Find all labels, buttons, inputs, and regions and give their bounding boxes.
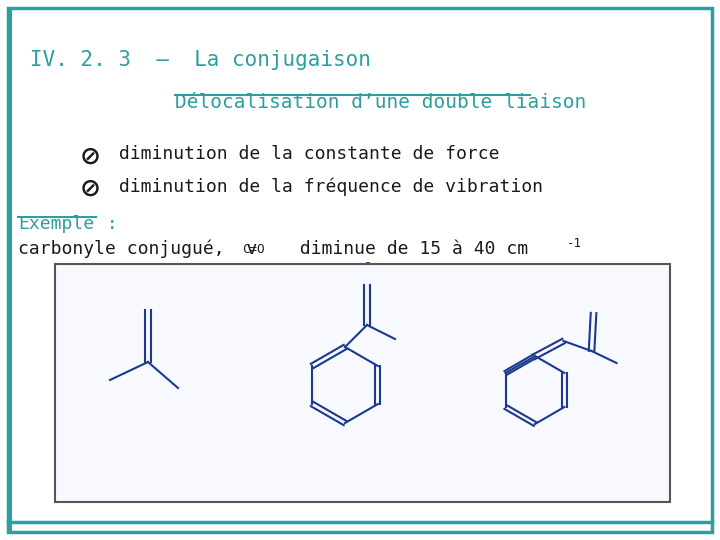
Text: -1: -1 — [567, 237, 582, 250]
Text: −1: −1 — [200, 459, 215, 472]
Text: ⊘: ⊘ — [80, 177, 101, 201]
Text: diminution de la constante de force: diminution de la constante de force — [108, 145, 500, 163]
Text: O: O — [362, 261, 372, 279]
Text: diminue de 15 à 40 cm: diminue de 15 à 40 cm — [278, 240, 528, 258]
Text: −1: −1 — [391, 459, 406, 472]
Text: carbonyle conjugué,  v: carbonyle conjugué, v — [18, 240, 257, 259]
Text: O: O — [143, 287, 153, 305]
Text: C=O: C=O — [242, 243, 264, 256]
Text: H: H — [621, 358, 629, 372]
Text: H₃C: H₃C — [80, 377, 105, 391]
Text: 1703 cm: 1703 cm — [310, 457, 380, 475]
Text: :: : — [96, 215, 118, 233]
Text: cm: cm — [575, 457, 595, 475]
Text: 1678: 1678 — [525, 457, 565, 475]
Text: O: O — [589, 292, 598, 307]
Text: Exemple: Exemple — [18, 215, 94, 233]
Text: cm: cm — [170, 457, 190, 475]
Text: Délocalisation d’une double liaison: Délocalisation d’une double liaison — [175, 93, 586, 112]
Text: −1: −1 — [603, 459, 618, 472]
Bar — [55, 264, 670, 502]
Text: 1730: 1730 — [118, 457, 158, 475]
Text: IV. 2. 3  –  La conjugaison: IV. 2. 3 – La conjugaison — [30, 50, 371, 70]
Text: H: H — [399, 334, 408, 348]
Text: ⊘: ⊘ — [80, 145, 101, 169]
Text: H: H — [182, 384, 191, 400]
Text: diminution de la fréquence de vibration: diminution de la fréquence de vibration — [108, 177, 543, 195]
Bar — [8, 8, 12, 532]
